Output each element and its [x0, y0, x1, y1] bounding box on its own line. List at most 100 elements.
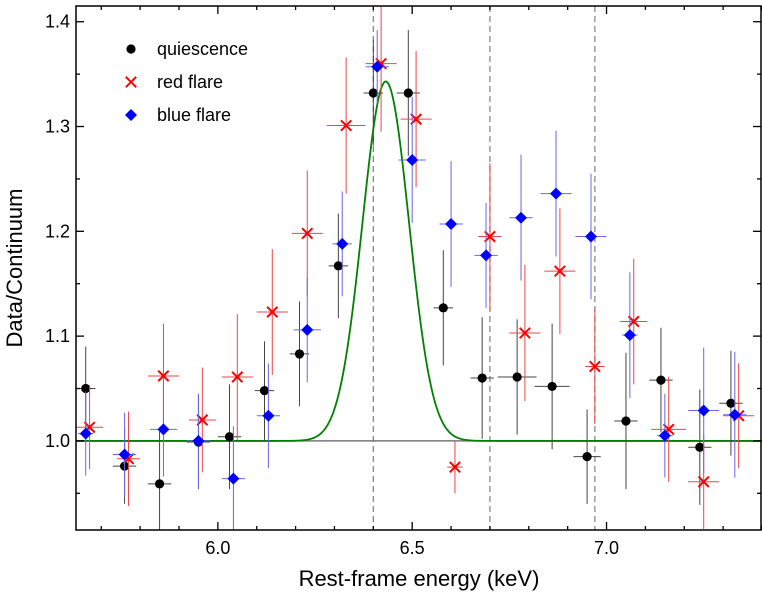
- blue-flare-point-12: [474, 203, 498, 308]
- legend-item-blue-flare: blue flare: [125, 105, 231, 125]
- legend: quiescence red flare blue flare: [125, 39, 248, 125]
- blue-flare-point-7: [293, 277, 321, 383]
- quiescence-marker: [547, 381, 557, 392]
- x-tick-label: 6.5: [400, 538, 425, 558]
- blue-flare-marker: [623, 329, 636, 342]
- blue-flare-point-2: [112, 412, 137, 497]
- quiescence-marker: [368, 88, 378, 98]
- red-flare-point-12: [478, 163, 502, 310]
- quiescence-marker: [333, 261, 343, 271]
- red-flare-marker: [266, 306, 279, 318]
- blue-flare-point-3: [149, 382, 178, 477]
- blue-flare-point-6: [256, 363, 281, 469]
- axis-ticks: 6.0 6.5 7.0 1.0 1.1 1.2 1.3 1.4: [45, 6, 762, 558]
- blue-flare-marker: [515, 211, 528, 224]
- blue-flare-point-5: [221, 426, 246, 530]
- blue-flare-marker: [301, 323, 314, 336]
- blue-flare-point-11: [439, 161, 463, 287]
- red-flare-point-13: [509, 264, 541, 402]
- legend-item-quiescence: quiescence: [126, 39, 248, 59]
- red-flare-point-4: [188, 367, 216, 473]
- series-quiescence: [76, 30, 743, 530]
- blue-flare-point-17: [657, 393, 673, 478]
- blue-flare-marker: [728, 408, 741, 421]
- red-flare-marker: [157, 370, 170, 382]
- quiescence-marker: [259, 386, 270, 396]
- quiescence-point-18: [688, 389, 712, 505]
- quiescence-marker: [695, 442, 705, 452]
- red-flare-point-14: [544, 208, 576, 335]
- blue-flare-marker: [658, 429, 671, 442]
- blue-flare-marker: [371, 60, 384, 73]
- red-flare-point-6: [256, 249, 288, 375]
- x-tick-label: 6.0: [205, 538, 230, 558]
- quiescence-point-14: [534, 323, 570, 450]
- y-tick-label: 1.1: [45, 326, 70, 346]
- blue-flare-point-10: [398, 97, 426, 223]
- red-flare-point-1: [76, 385, 104, 470]
- quiescence-marker: [726, 398, 736, 408]
- quiescence-point-9: [363, 40, 384, 146]
- model-gaussian-curve: [76, 80, 762, 442]
- quiescence-point-7: [289, 301, 310, 407]
- quiescence-marker: [154, 479, 165, 489]
- quiescence-marker: [81, 383, 91, 394]
- quiescence-marker: [477, 373, 487, 383]
- y-tick-label: 1.4: [45, 12, 70, 32]
- quiescence-point-8: [328, 213, 349, 319]
- blue-flare-marker: [445, 217, 458, 230]
- red-flare-point-10: [400, 51, 432, 188]
- red-flare-point-18: [688, 434, 720, 529]
- quiescence-point-3: [147, 431, 172, 530]
- red-flare-marker: [449, 461, 461, 474]
- legend-marker-red-flare: [125, 76, 137, 88]
- red-flare-point-8: [326, 57, 366, 194]
- blue-flare-marker: [336, 237, 349, 250]
- x-axis-label: Rest-frame energy (keV): [299, 566, 540, 591]
- blue-flare-marker: [480, 249, 493, 262]
- red-flare-marker: [697, 475, 710, 488]
- quiescence-marker: [621, 416, 631, 426]
- blue-flare-point-1: [77, 391, 94, 476]
- y-tick-label: 1.3: [45, 117, 70, 137]
- red-flare-point-15: [585, 308, 605, 425]
- quiescence-point-12: [470, 317, 494, 439]
- blue-flare-point-16: [622, 272, 638, 398]
- quiescence-point-17: [649, 327, 673, 433]
- red-flare-marker: [553, 265, 566, 278]
- quiescence-point-11: [433, 250, 454, 366]
- red-flare-point-16: [620, 258, 648, 385]
- model-curve-group: [76, 80, 762, 442]
- legend-marker-blue-flare: [125, 109, 137, 121]
- red-flare-marker: [340, 119, 353, 132]
- plot-frame: [75, 5, 762, 531]
- quiescence-marker: [403, 88, 413, 98]
- legend-label-quiescence: quiescence: [157, 39, 248, 59]
- quiescence-point-10: [396, 30, 420, 156]
- quiescence-marker: [582, 452, 592, 462]
- y-tick-label: 1.0: [45, 431, 70, 451]
- quiescence-point-13: [497, 319, 537, 435]
- blue-flare-point-4: [186, 393, 211, 489]
- legend-label-red-flare: red flare: [157, 72, 223, 92]
- red-flare-point-17: [651, 376, 687, 482]
- legend-item-red-flare: red flare: [125, 72, 223, 92]
- blue-flare-marker: [550, 187, 563, 200]
- blue-flare-marker: [697, 404, 710, 417]
- red-flare-point-7: [291, 170, 323, 297]
- blue-flare-point-9: [365, 30, 389, 104]
- blue-flare-marker: [584, 230, 597, 243]
- blue-flare-marker: [118, 448, 131, 461]
- blue-flare-marker: [157, 423, 170, 436]
- blue-flare-point-19: [723, 351, 747, 478]
- red-flare-marker: [301, 227, 314, 240]
- quiescence-point-6: [254, 341, 275, 440]
- red-flare-marker: [519, 327, 531, 339]
- blue-flare-marker: [227, 472, 240, 485]
- red-flare-point-2: [116, 411, 141, 506]
- blue-flare-point-8: [332, 191, 352, 297]
- quiescence-point-15: [573, 409, 601, 504]
- quiescence-marker: [438, 303, 448, 313]
- red-flare-marker: [588, 360, 601, 373]
